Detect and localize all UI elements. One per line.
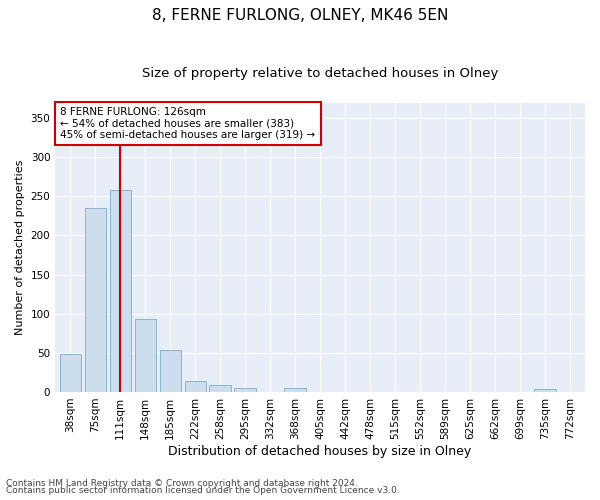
- Bar: [134, 319, 156, 392]
- Bar: [160, 350, 181, 392]
- Text: Contains public sector information licensed under the Open Government Licence v3: Contains public sector information licen…: [6, 486, 400, 495]
- Bar: [110, 190, 131, 392]
- Bar: [209, 385, 231, 392]
- Bar: [284, 388, 306, 392]
- Y-axis label: Number of detached properties: Number of detached properties: [15, 160, 25, 335]
- Bar: [59, 354, 81, 392]
- Text: Contains HM Land Registry data © Crown copyright and database right 2024.: Contains HM Land Registry data © Crown c…: [6, 478, 358, 488]
- Bar: [535, 389, 556, 392]
- X-axis label: Distribution of detached houses by size in Olney: Distribution of detached houses by size …: [169, 444, 472, 458]
- Text: 8, FERNE FURLONG, OLNEY, MK46 5EN: 8, FERNE FURLONG, OLNEY, MK46 5EN: [152, 8, 448, 22]
- Bar: [185, 381, 206, 392]
- Bar: [85, 208, 106, 392]
- Text: 8 FERNE FURLONG: 126sqm
← 54% of detached houses are smaller (383)
45% of semi-d: 8 FERNE FURLONG: 126sqm ← 54% of detache…: [61, 107, 316, 140]
- Title: Size of property relative to detached houses in Olney: Size of property relative to detached ho…: [142, 68, 498, 80]
- Bar: [235, 388, 256, 392]
